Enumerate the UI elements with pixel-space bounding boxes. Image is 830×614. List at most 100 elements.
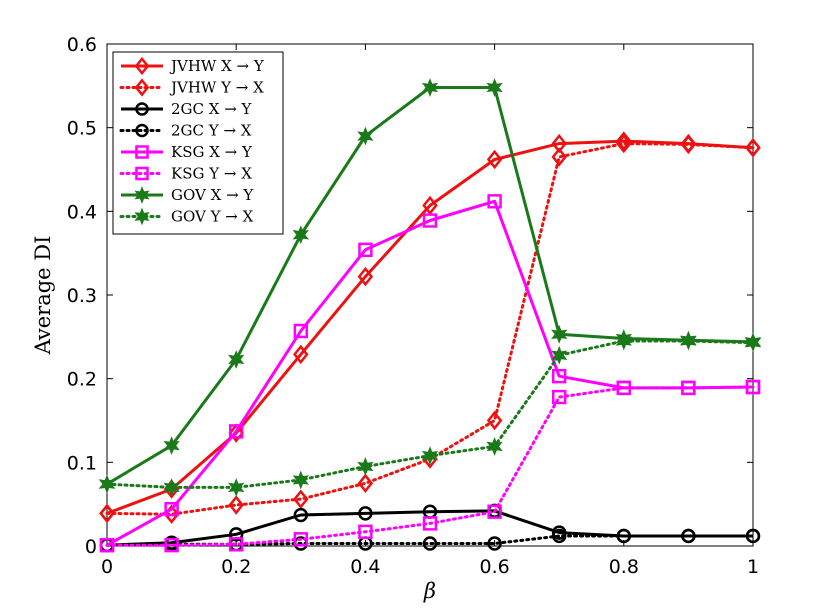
y-tick-label: 0 — [85, 536, 97, 558]
square-marker — [164, 537, 179, 553]
diamond-marker — [228, 495, 244, 515]
square-marker — [422, 516, 438, 531]
legend-label: GOV Y → X — [171, 208, 254, 226]
square-marker — [552, 389, 567, 405]
square-marker — [681, 380, 696, 396]
square-marker — [552, 368, 567, 384]
y-tick-label: 0.4 — [67, 201, 97, 223]
diamond-marker — [134, 78, 150, 97]
star-marker — [357, 457, 374, 476]
legend-label: JVHW Y → X — [169, 79, 264, 97]
star-marker — [228, 478, 245, 497]
square-marker — [135, 145, 149, 159]
legend-label: KSG Y → X — [171, 165, 252, 183]
legend-item: GOV Y → X — [119, 208, 254, 226]
star-marker — [357, 126, 374, 146]
x-tick-label: 0.2 — [221, 556, 251, 578]
series-0 — [99, 131, 761, 524]
circle-marker — [552, 528, 567, 544]
star-marker — [292, 470, 309, 490]
square-marker — [135, 166, 149, 181]
y-tick-label: 0.6 — [67, 34, 97, 56]
square-marker — [745, 379, 761, 395]
y-tick-label: 0.5 — [67, 118, 97, 140]
star-marker — [228, 350, 245, 369]
square-marker — [358, 524, 373, 539]
diamond-marker — [357, 473, 374, 493]
series-7 — [98, 331, 762, 497]
legend-item: KSG X → Y — [121, 143, 253, 161]
legend-item: GOV X → Y — [121, 186, 254, 204]
diamond-marker — [293, 344, 309, 365]
y-tick-label: 0.2 — [67, 369, 97, 391]
legend-item: KSG Y → X — [119, 165, 252, 183]
legend-item: 2GC X → Y — [121, 100, 253, 118]
series-line — [106, 139, 754, 515]
legend-item: JVHW X → Y — [121, 56, 265, 76]
diamond-marker — [486, 149, 503, 170]
circle-marker — [135, 102, 149, 116]
circle-marker — [293, 507, 308, 523]
x-axis-label: β — [423, 579, 436, 603]
star-marker — [163, 436, 180, 456]
circle-marker — [745, 528, 761, 544]
diamond-marker — [551, 147, 567, 167]
circle-marker — [616, 528, 631, 544]
star-marker — [292, 225, 309, 245]
square-marker — [229, 424, 244, 439]
legend: JVHW X → Y JVHW Y → X 2GC X → Y 2GC Y → X KS… — [112, 51, 284, 235]
star-marker — [98, 474, 116, 494]
diamond-marker — [422, 195, 438, 216]
x-tick-label: 0.4 — [350, 556, 380, 578]
circle-marker — [135, 123, 149, 138]
series-line — [105, 385, 755, 547]
square-marker — [99, 537, 115, 553]
star-marker — [163, 478, 180, 497]
star-marker — [486, 78, 503, 97]
star-marker — [486, 437, 503, 456]
diamond-marker — [357, 266, 374, 287]
star-marker — [134, 186, 150, 204]
legend-label: 2GC X → Y — [171, 100, 253, 118]
legend-item: 2GC Y → X — [119, 122, 252, 140]
square-marker — [293, 532, 309, 547]
diamond-marker — [616, 133, 632, 154]
diamond-marker — [99, 503, 115, 524]
diamond-marker — [551, 133, 567, 154]
star-marker — [551, 324, 568, 344]
y-tick-label: 0.1 — [67, 452, 97, 474]
diamond-marker — [616, 131, 632, 151]
square-marker — [358, 242, 373, 258]
circle-marker — [422, 536, 438, 551]
series-layer — [98, 78, 762, 553]
square-marker — [616, 380, 631, 396]
x-tick-label: 0.8 — [609, 556, 639, 578]
star-marker — [421, 446, 439, 466]
y-tick-label: 0.3 — [67, 285, 97, 307]
x-tick-label: 1 — [747, 556, 759, 578]
circle-marker — [229, 527, 244, 542]
square-marker — [487, 194, 502, 209]
star-marker — [680, 331, 697, 351]
circle-marker — [487, 536, 502, 551]
square-marker — [229, 537, 244, 552]
axes: 0 0.2 0.4 0.6 0.8 1 0 0.1 0.2 0.3 0.4 0.5 0.6 — [67, 34, 759, 578]
diamond-marker — [486, 410, 503, 431]
star-marker — [551, 345, 568, 365]
star-marker — [615, 331, 632, 351]
legend-label: JVHW X → Y — [169, 57, 265, 75]
x-tick-label: 0.6 — [479, 556, 509, 578]
square-marker — [422, 213, 438, 228]
star-marker — [744, 333, 762, 353]
circle-marker — [681, 528, 696, 544]
star-marker — [421, 78, 439, 97]
legend-label: GOV X → Y — [171, 186, 254, 204]
legend-label: KSG X → Y — [171, 143, 253, 161]
legend-item: JVHW Y → X — [119, 78, 264, 97]
square-marker — [293, 323, 309, 339]
square-marker — [487, 504, 502, 519]
diamond-marker — [228, 423, 244, 443]
diamond-marker — [293, 489, 309, 509]
square-marker — [164, 501, 179, 517]
